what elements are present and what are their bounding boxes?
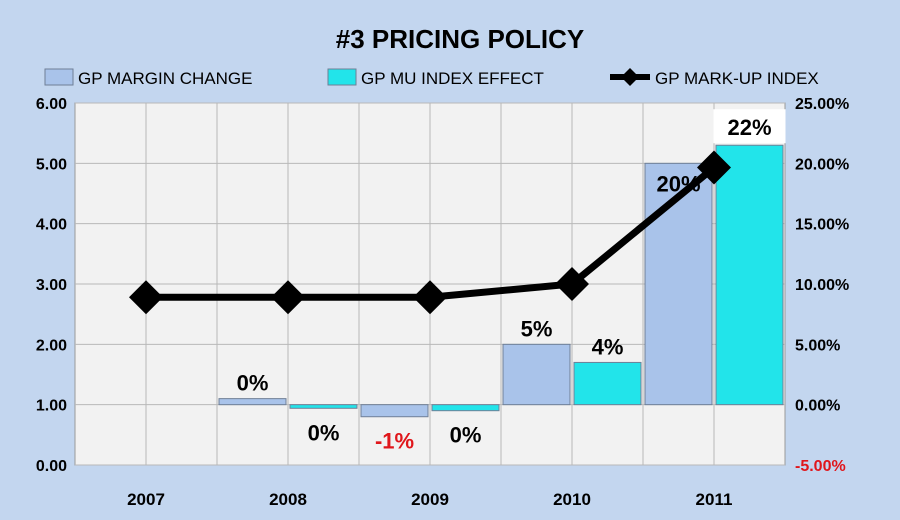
x-tick-label: 2011	[696, 490, 733, 509]
y-right-tick-label: 25.00%	[795, 96, 849, 113]
data-label-gp-mu-index-effect: 0%	[450, 423, 482, 448]
legend-label: GP MU INDEX EFFECT	[361, 69, 544, 88]
legend-swatch	[327, 68, 357, 86]
y-left-tick-label: 1.00	[36, 398, 67, 415]
data-label-gp-mu-index-effect: 0%	[308, 420, 340, 445]
y-right-tick-label: 20.00%	[795, 156, 849, 173]
y-axis-right: -5.00% 0.00% 5.00% 10.00% 15.00% 20.00% 25.00%	[795, 96, 849, 475]
gp-mu-index-effect-bar-2008	[289, 404, 358, 409]
data-label-bg	[713, 109, 786, 144]
y-left-tick-label: 6.00	[36, 96, 67, 113]
legend-marker	[621, 68, 639, 86]
y-right-tick-label: 10.00%	[795, 277, 849, 294]
legend: GP MARGIN CHANGE GP MU INDEX EFFECT GP MAR…	[44, 68, 819, 88]
data-label-gp-margin-change: -1%	[375, 429, 414, 454]
legend-label: GP MARGIN CHANGE	[78, 69, 252, 88]
gp-margin-change-bar-2008	[218, 398, 287, 406]
y-right-tick-label: 15.00%	[795, 217, 849, 234]
data-labels: 0% -1% 5% 20% 0% 0% 4% 22%	[237, 109, 786, 454]
gp-margin-change-bar-2009	[360, 404, 429, 418]
y-left-tick-label: 4.00	[36, 217, 67, 234]
data-label-gp-margin-change: 5%	[521, 316, 553, 341]
y-left-tick-label: 3.00	[36, 277, 67, 294]
x-tick-label: 2007	[127, 490, 165, 509]
data-label-gp-margin-change: 0%	[237, 371, 269, 396]
y-right-tick-label: 0.00%	[795, 398, 840, 415]
y-right-tick-label: 5.00%	[795, 337, 840, 354]
chart-title: #3 PRICING POLICY	[336, 24, 585, 54]
x-tick-label: 2008	[269, 490, 307, 509]
bars	[218, 144, 784, 418]
gp-mark-up-index-point-2008	[271, 280, 305, 315]
legend-item-gp-mu-index-effect: GP MU INDEX EFFECT	[327, 68, 544, 88]
y-left-tick-label: 0.00	[36, 458, 67, 475]
y-left-tick-label: 5.00	[36, 156, 67, 173]
legend-item-gp-margin-change: GP MARGIN CHANGE	[44, 68, 252, 88]
x-axis: 2007 2008 2009 2010 2011	[127, 490, 732, 509]
gp-mark-up-index-point-2007	[129, 280, 163, 315]
gp-mark-up-index-point-2010	[555, 267, 589, 301]
line-layer	[129, 150, 731, 315]
x-tick-label: 2009	[411, 490, 449, 509]
legend-item-gp-mark-up-index: GP MARK-UP INDEX	[610, 68, 819, 88]
y-left-tick-label: 2.00	[36, 337, 67, 354]
gp-margin-change-bar-2011	[644, 162, 713, 406]
gp-margin-change-bar-2010	[502, 343, 571, 406]
data-label-gp-mu-index-effect: 22%	[727, 115, 771, 140]
data-label-gp-mu-index-effect: 4%	[592, 334, 624, 359]
gp-mark-up-index-point-2009	[413, 280, 447, 315]
gp-mark-up-index-point-2011	[697, 150, 731, 185]
legend-label: GP MARK-UP INDEX	[655, 69, 819, 88]
gp-mu-index-effect-bar-2009	[431, 404, 500, 412]
y-right-tick-label: -5.00%	[795, 458, 846, 475]
x-tick-label: 2010	[553, 490, 591, 509]
gp-mu-index-effect-bar-2011	[715, 144, 784, 406]
y-axis-left: 0.00 1.00 2.00 3.00 4.00 5.00 6.00	[36, 96, 67, 475]
legend-swatch	[44, 68, 74, 86]
gp-mu-index-effect-bar-2010	[573, 361, 642, 406]
data-label-gp-margin-change: 20%	[656, 171, 700, 196]
